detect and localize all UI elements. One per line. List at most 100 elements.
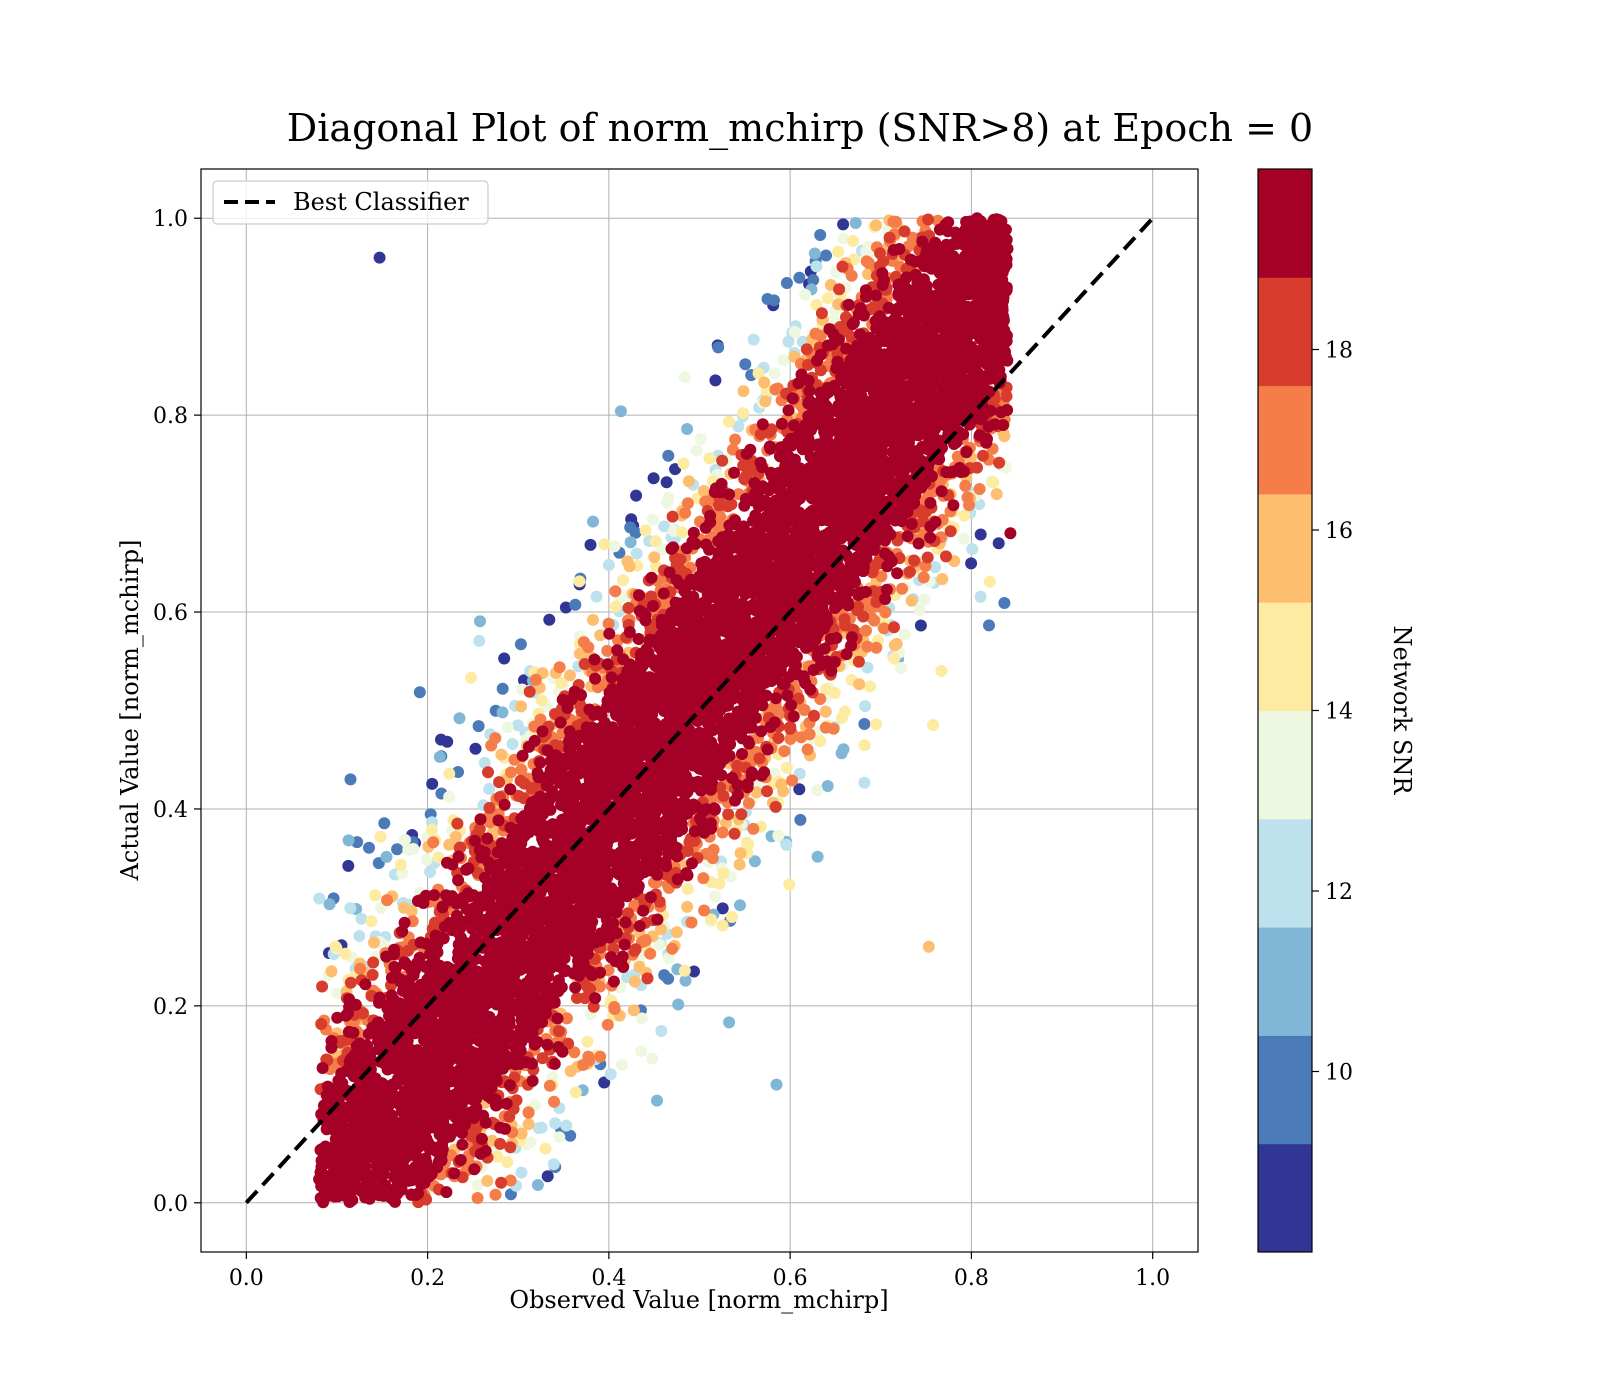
scatter-point bbox=[778, 745, 791, 758]
scatter-point bbox=[888, 639, 901, 652]
scatter-point bbox=[633, 920, 646, 932]
scatter-point bbox=[366, 968, 379, 981]
scatter-point bbox=[674, 563, 687, 576]
scatter-point bbox=[672, 998, 685, 1011]
scatter-point bbox=[469, 742, 482, 755]
scatter-point bbox=[629, 943, 642, 956]
scatter-point bbox=[821, 780, 834, 792]
scatter-point bbox=[648, 551, 661, 564]
scatter-point bbox=[888, 652, 901, 665]
scatter-point bbox=[344, 773, 357, 786]
scatter-point bbox=[624, 536, 637, 549]
scatter-point bbox=[354, 962, 367, 975]
scatter-point bbox=[569, 1086, 582, 1099]
scatter-point bbox=[738, 473, 751, 485]
scatter-point bbox=[569, 598, 582, 611]
scatter-point bbox=[697, 485, 710, 497]
scatter-point bbox=[443, 767, 456, 780]
scatter-point bbox=[995, 406, 1008, 419]
scatter-point bbox=[549, 1117, 562, 1130]
scatter-point bbox=[453, 712, 466, 725]
scatter-point bbox=[715, 477, 728, 490]
scatter-point bbox=[808, 709, 820, 722]
scatter-point bbox=[405, 905, 418, 918]
scatter-point bbox=[401, 944, 414, 957]
scatter-point bbox=[368, 936, 380, 949]
scatter-point bbox=[373, 995, 386, 1008]
scatter-point bbox=[734, 847, 747, 860]
scatter-point bbox=[548, 1095, 560, 1108]
scatter-point bbox=[587, 515, 599, 528]
scatter-point bbox=[957, 532, 970, 545]
scatter-point bbox=[501, 1156, 514, 1169]
scatter-point bbox=[974, 528, 987, 541]
scatter-point bbox=[858, 776, 871, 789]
scatter-point bbox=[413, 686, 426, 699]
scatter-point bbox=[465, 671, 477, 684]
scatter-point bbox=[583, 1054, 596, 1067]
scatter-point bbox=[728, 466, 741, 479]
scatter-point bbox=[681, 900, 694, 913]
scatter-point bbox=[918, 593, 931, 606]
scatter-point bbox=[924, 520, 937, 533]
scatter-point bbox=[602, 559, 615, 571]
scatter-point bbox=[742, 838, 755, 851]
scatter-point bbox=[639, 524, 652, 537]
scatter-point bbox=[761, 785, 773, 798]
scatter-point bbox=[723, 415, 735, 428]
scatter-point bbox=[514, 638, 527, 651]
scatter-point bbox=[573, 575, 586, 588]
scatter-point bbox=[758, 376, 771, 389]
scatter-point bbox=[578, 992, 591, 1005]
scatter-point bbox=[814, 229, 827, 241]
scatter-point bbox=[614, 405, 627, 418]
scatter-point bbox=[553, 661, 566, 674]
scatter-point bbox=[316, 980, 329, 993]
scatter-point bbox=[961, 491, 974, 504]
scatter-point bbox=[495, 748, 508, 761]
scatter-point bbox=[770, 1078, 783, 1091]
scatter-point bbox=[543, 1079, 556, 1092]
scatter-point bbox=[344, 976, 357, 989]
scatter-point bbox=[339, 947, 352, 960]
scatter-point bbox=[552, 1025, 565, 1038]
scatter-point bbox=[503, 1079, 516, 1092]
scatter-point bbox=[958, 509, 971, 522]
scatter-point bbox=[632, 633, 645, 645]
scatter-point bbox=[380, 850, 393, 863]
scatter-point bbox=[496, 682, 509, 695]
scatter-point bbox=[367, 956, 380, 969]
scatter-point bbox=[594, 629, 607, 642]
scatter-point bbox=[325, 1035, 338, 1047]
scatter-point bbox=[428, 889, 441, 902]
scatter-point bbox=[896, 582, 909, 595]
scatter-point bbox=[971, 461, 983, 474]
scatter-point bbox=[712, 341, 725, 354]
scatter-point bbox=[555, 676, 568, 689]
scatter-point bbox=[655, 1025, 668, 1037]
scatter-point bbox=[837, 218, 850, 231]
scatter-point bbox=[924, 497, 937, 509]
scatter-point bbox=[725, 498, 738, 511]
scatter-point bbox=[713, 877, 726, 890]
scatter-point bbox=[627, 1004, 640, 1017]
scatter-point bbox=[670, 926, 683, 939]
scatter-point bbox=[483, 801, 496, 814]
scatter-point bbox=[681, 883, 694, 895]
scatter-point bbox=[832, 333, 845, 346]
scatter-point bbox=[374, 830, 387, 843]
scatter-point bbox=[705, 913, 718, 926]
scatter-point bbox=[753, 752, 766, 765]
scatter-point bbox=[756, 418, 769, 431]
scatter-point bbox=[515, 763, 528, 776]
scatter-point bbox=[732, 420, 745, 433]
scatter-point bbox=[559, 601, 572, 614]
plot-area bbox=[200, 168, 1199, 1253]
scatter-point bbox=[609, 585, 622, 598]
scatter-point bbox=[781, 689, 794, 702]
scatter-point bbox=[357, 1007, 369, 1020]
scatter-point bbox=[793, 271, 806, 284]
scatter-point bbox=[814, 364, 827, 377]
scatter-point bbox=[977, 449, 989, 462]
scatter-point bbox=[780, 838, 793, 851]
